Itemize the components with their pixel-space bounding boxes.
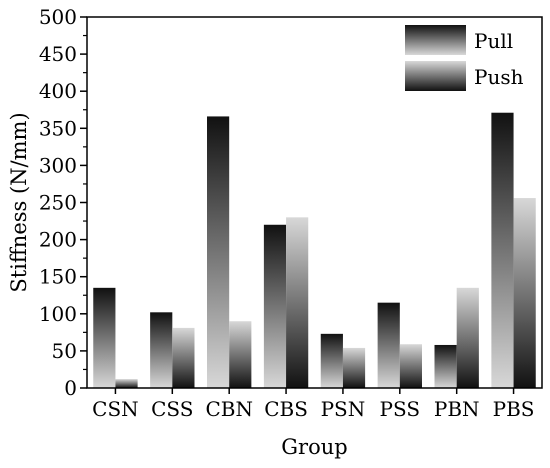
x-tick-label: CSS <box>151 397 193 421</box>
y-tick-label: 350 <box>39 116 77 140</box>
bar-pull-pbn <box>434 344 457 388</box>
x-tick-label: CBN <box>205 397 253 421</box>
bar-push-cbn <box>229 321 252 388</box>
y-tick-label: 0 <box>64 376 77 400</box>
x-axis-title: Group <box>281 435 347 459</box>
bars <box>93 112 536 388</box>
bar-push-pbs <box>513 198 536 388</box>
bar-pull-css <box>150 312 173 388</box>
y-axis-ticks: 0 50 100 150 200 250 300 350 400 450 500 <box>39 5 87 400</box>
y-tick-label: 200 <box>39 228 77 252</box>
x-tick-label: PSS <box>380 397 421 421</box>
legend-swatch-push <box>405 61 466 91</box>
y-axis-title: Stiffness (N/mm) <box>7 112 31 292</box>
bar-pull-psn <box>320 333 343 388</box>
bar-push-pss <box>399 344 422 388</box>
bar-pull-pss <box>377 302 400 388</box>
y-tick-label: 500 <box>39 5 77 29</box>
bar-pull-cbn <box>207 116 230 388</box>
bar-push-css <box>172 327 195 388</box>
legend-swatch-pull <box>405 25 466 55</box>
y-tick-label: 300 <box>39 153 77 177</box>
y-tick-label: 400 <box>39 79 77 103</box>
bar-pull-csn <box>93 287 116 388</box>
bar-pull-pbs <box>491 112 514 388</box>
bar-push-csn <box>115 379 138 388</box>
bar-push-psn <box>342 347 366 388</box>
x-tick-label: CSN <box>92 397 139 421</box>
y-tick-label: 50 <box>52 339 77 363</box>
y-tick-label: 150 <box>39 265 77 289</box>
y-tick-label: 100 <box>39 302 77 326</box>
y-tick-label: 450 <box>39 42 77 66</box>
x-tick-label: PSN <box>321 397 366 421</box>
legend: Pull Push <box>405 25 524 91</box>
bar-push-cbs <box>286 217 309 388</box>
legend-label-pull: Pull <box>474 29 513 53</box>
x-axis-ticks: CSN CSS CBN CBS PSN PSS PBN PBS <box>92 388 534 421</box>
bar-pull-cbs <box>263 224 287 388</box>
bar-push-pbn <box>456 287 479 388</box>
legend-label-push: Push <box>474 65 524 89</box>
y-tick-label: 250 <box>39 191 77 215</box>
x-tick-label: CBS <box>264 397 308 421</box>
plot-frame <box>86 16 543 389</box>
x-tick-label: PBS <box>493 397 535 421</box>
x-tick-label: PBN <box>434 397 480 421</box>
